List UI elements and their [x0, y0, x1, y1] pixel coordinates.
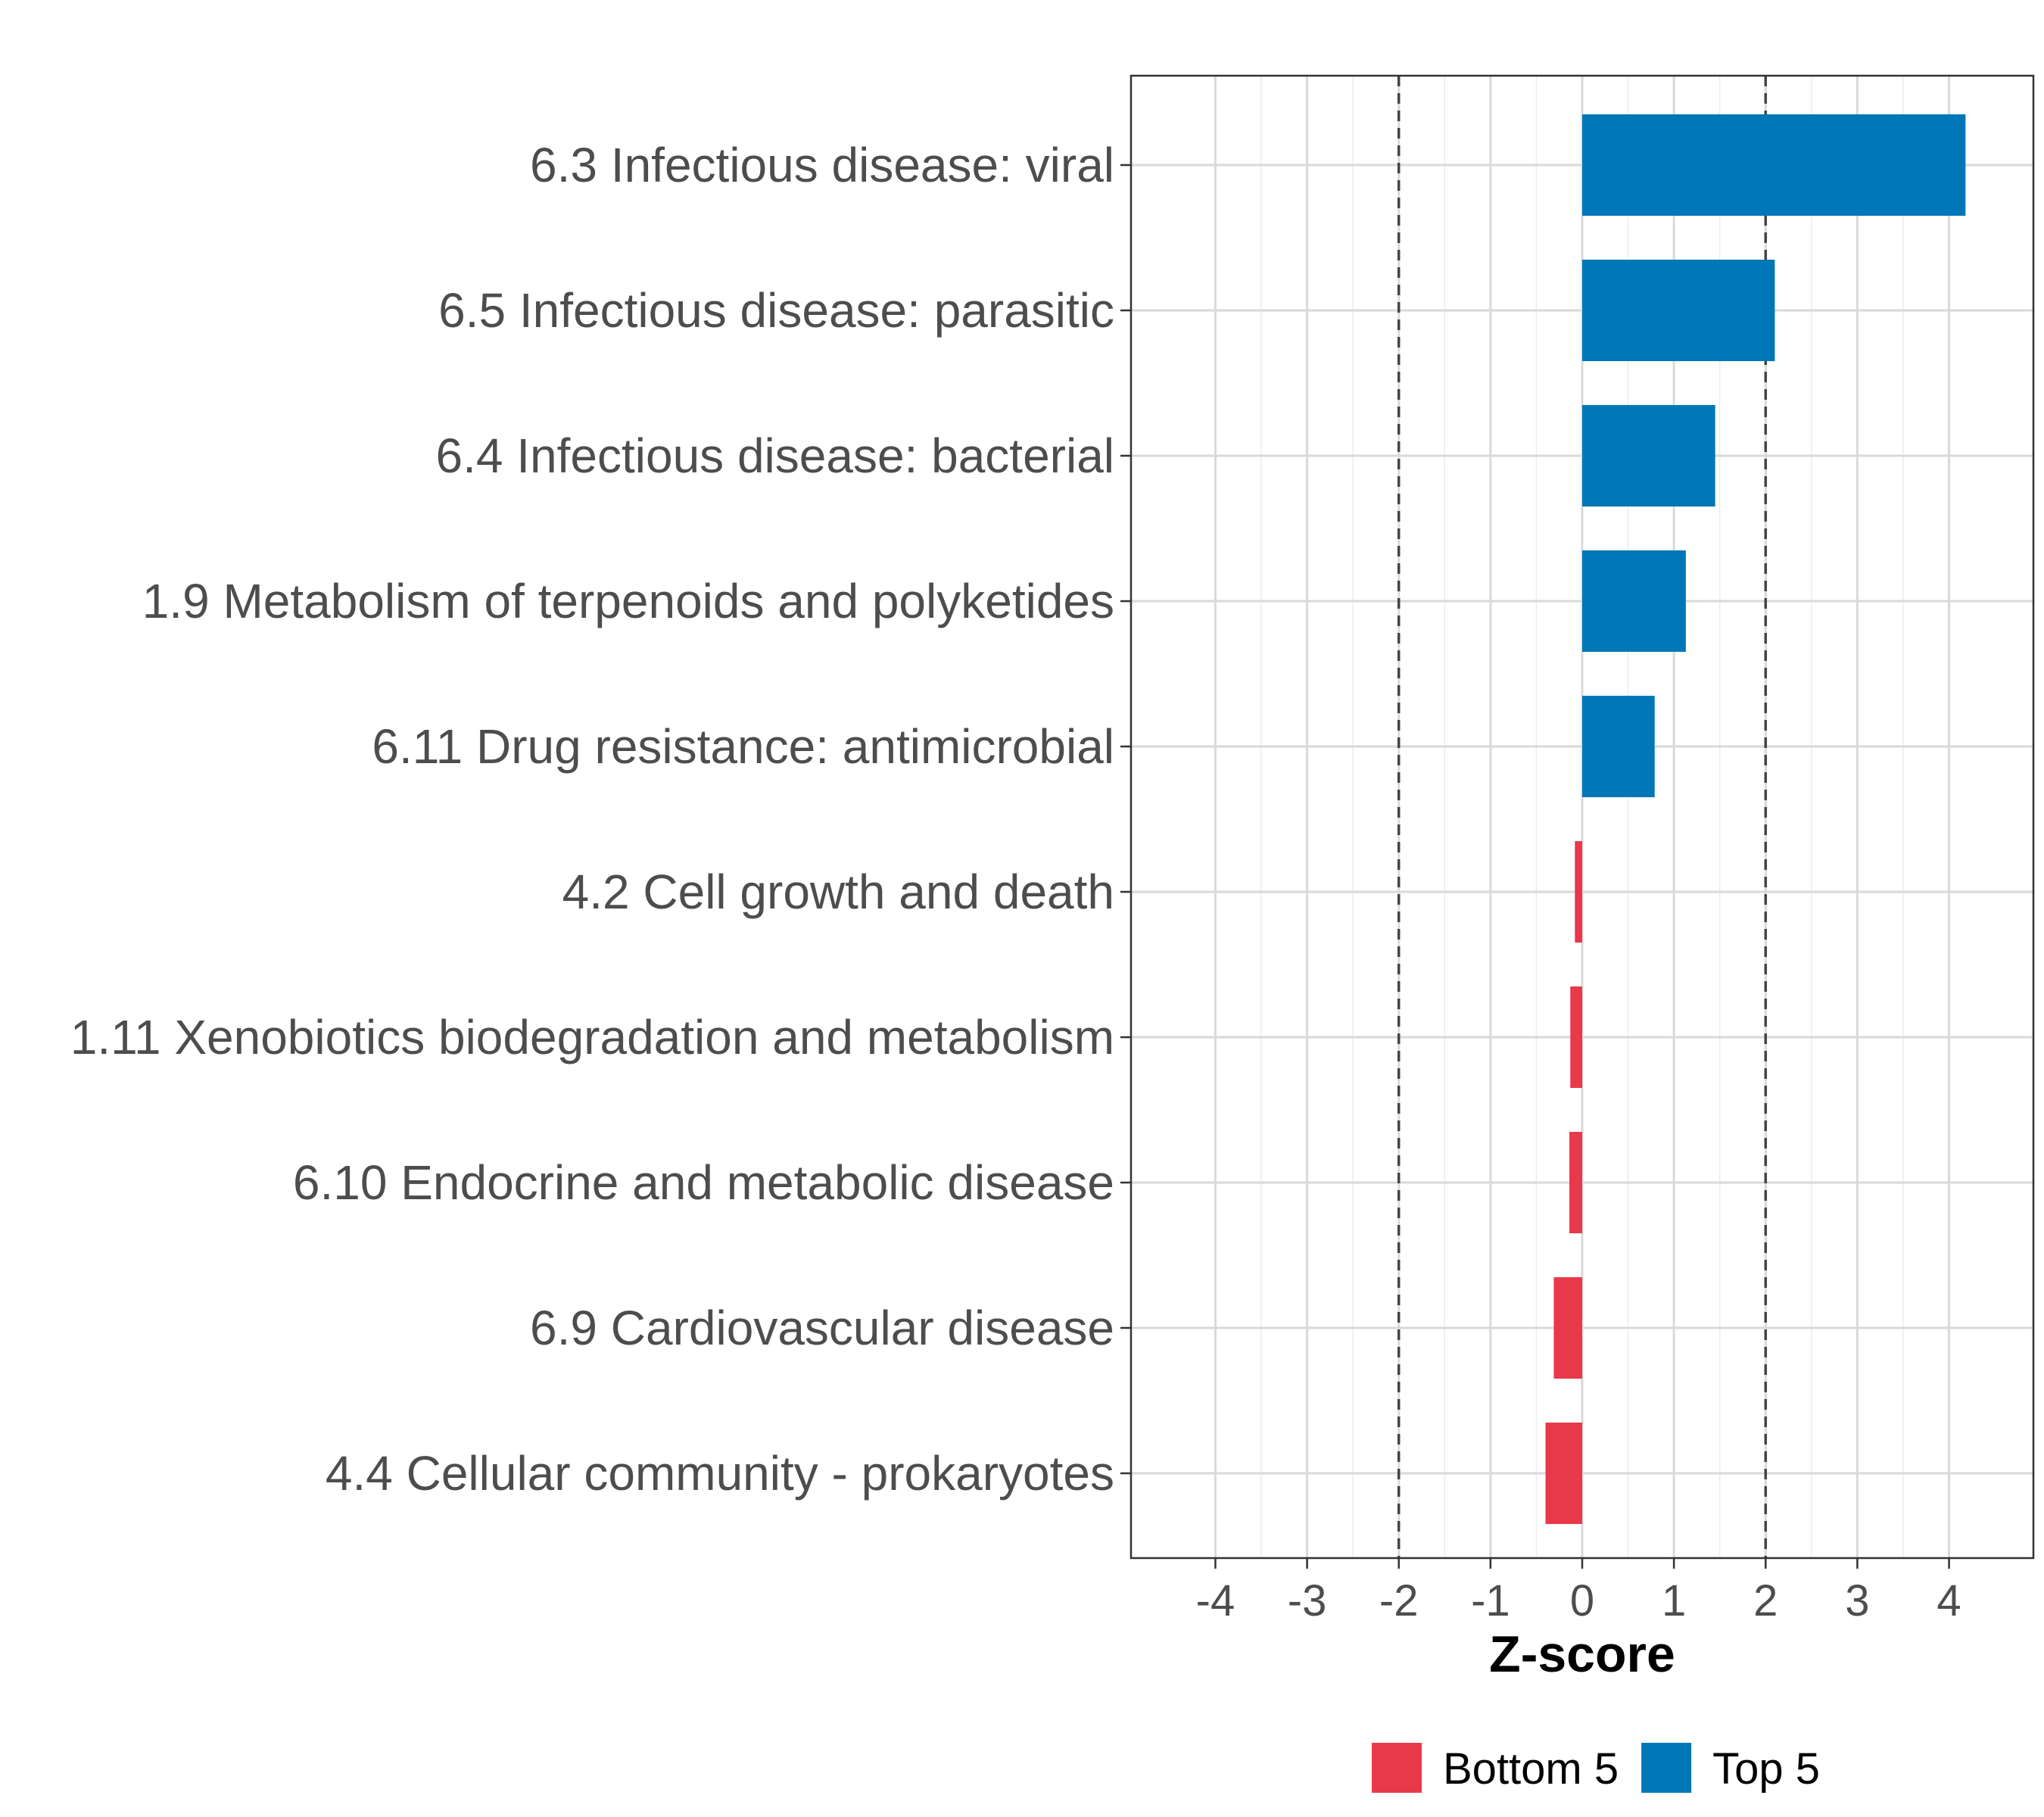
bar: [1553, 1277, 1582, 1379]
x-tick-label: 1: [1662, 1576, 1686, 1625]
bar: [1582, 550, 1686, 652]
legend-label: Top 5: [1712, 1744, 1820, 1794]
x-tick-label: -4: [1196, 1576, 1235, 1625]
x-tick-label: 3: [1845, 1576, 1869, 1625]
category-label: 6.5 Infectious disease: parasitic: [438, 283, 1114, 338]
bar: [1582, 696, 1655, 797]
x-tick-label: 4: [1937, 1576, 1961, 1625]
x-tick-label: 0: [1570, 1576, 1594, 1625]
x-tick-label: -2: [1379, 1576, 1419, 1625]
category-label: 6.10 Endocrine and metabolic disease: [293, 1155, 1114, 1210]
bar: [1582, 405, 1715, 506]
legend: Bottom 5 Top 5: [1372, 1743, 1820, 1794]
category-label: 1.9 Metabolism of terpenoids and polyket…: [142, 574, 1114, 628]
category-label: 6.11 Drug resistance: antimicrobial: [372, 719, 1114, 774]
category-label: 6.3 Infectious disease: viral: [530, 138, 1114, 192]
bar: [1582, 260, 1775, 361]
x-axis-ticks: -4 -3 -2 -1 0 1 2 3 4: [1196, 1558, 1961, 1625]
x-tick-label: 2: [1753, 1576, 1778, 1625]
legend-key: [1641, 1743, 1692, 1793]
legend-label: Bottom 5: [1443, 1744, 1619, 1794]
bar: [1575, 841, 1582, 943]
bar: [1582, 114, 1966, 216]
category-label: 4.4 Cellular community - prokaryotes: [326, 1446, 1114, 1501]
category-label: 6.4 Infectious disease: bacterial: [435, 429, 1114, 483]
legend-key: [1372, 1743, 1422, 1793]
y-axis-ticks: 6.3 Infectious disease: viral 6.5 Infecti…: [70, 138, 1131, 1501]
category-label: 4.2 Cell growth and death: [562, 865, 1114, 919]
x-tick-label: -1: [1471, 1576, 1510, 1625]
bar: [1570, 986, 1582, 1088]
bar: [1545, 1423, 1582, 1524]
category-label: 6.9 Cardiovascular disease: [530, 1301, 1114, 1355]
x-axis-title: Z-score: [1489, 1625, 1675, 1683]
bar: [1569, 1132, 1582, 1233]
x-tick-label: -3: [1288, 1576, 1327, 1625]
bars: [1545, 114, 1966, 1524]
category-label: 1.11 Xenobiotics biodegradation and meta…: [70, 1010, 1114, 1064]
